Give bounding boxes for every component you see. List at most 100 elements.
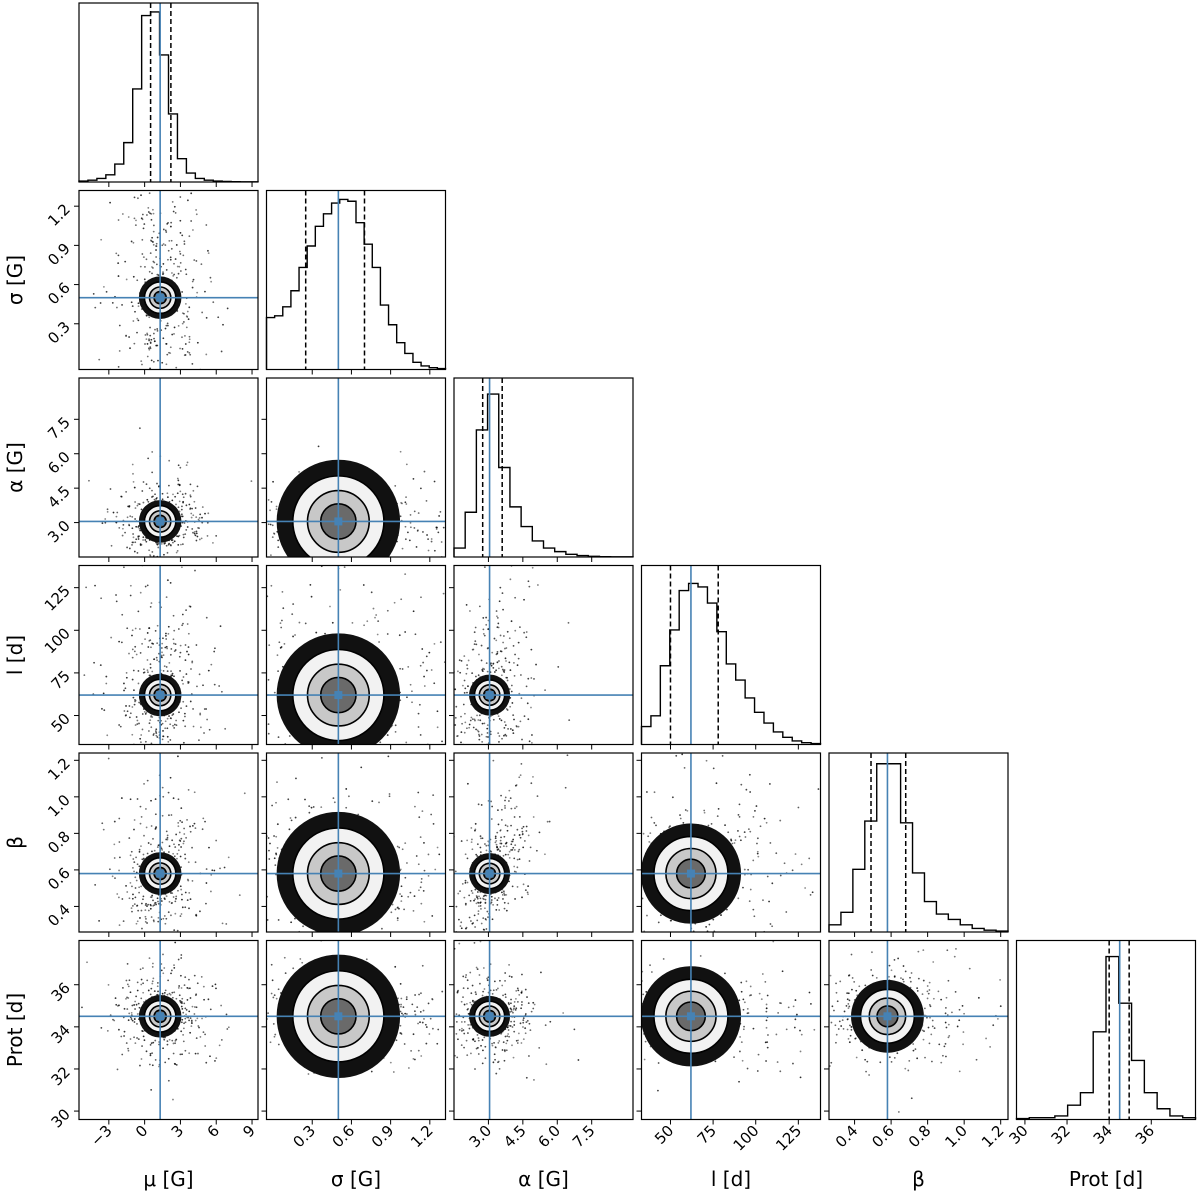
sample-point [400, 885, 403, 888]
sample-point [194, 1052, 197, 1055]
sample-point [129, 515, 132, 518]
sample-point [530, 706, 532, 709]
sample-point [485, 735, 488, 738]
sample-point [184, 1017, 187, 1020]
sample-point [146, 776, 148, 778]
sample-point [152, 837, 154, 840]
sample-point [151, 982, 154, 985]
sample-point [175, 503, 177, 506]
sample-point [116, 306, 118, 309]
sample-point [509, 797, 512, 799]
sample-point [101, 822, 104, 825]
sample-point [616, 862, 618, 864]
sample-point [151, 716, 154, 718]
sample-point [492, 932, 494, 934]
y-tick-label: 0.4 [44, 901, 74, 931]
sample-point [225, 563, 227, 565]
sample-point [136, 504, 139, 507]
sample-point [678, 945, 680, 947]
sample-point [207, 249, 209, 252]
sample-point [202, 566, 204, 568]
sample-point [132, 669, 135, 672]
sample-point [484, 948, 486, 950]
sample-point [195, 914, 197, 917]
sample-point [146, 659, 149, 661]
sample-point [210, 991, 212, 993]
sample-point [132, 858, 135, 860]
sample-point [376, 633, 379, 636]
sample-point [144, 638, 146, 641]
sample-point [477, 913, 480, 915]
sample-point [419, 487, 422, 490]
sample-point [500, 836, 502, 839]
sample-point [163, 665, 166, 668]
sample-point [404, 501, 407, 504]
truth-marker [686, 869, 695, 878]
sample-point [246, 923, 248, 925]
sample-point [497, 897, 500, 899]
sample-point [485, 779, 487, 781]
sample-point [201, 516, 203, 519]
sample-point [267, 723, 270, 726]
sample-point [149, 341, 152, 344]
sample-point [517, 725, 520, 728]
sample-point [134, 645, 137, 648]
sample-point [441, 763, 443, 765]
sample-point [152, 212, 155, 215]
sample-point [510, 690, 513, 693]
sample-point [161, 814, 164, 817]
sample-point [141, 238, 144, 241]
sample-point [153, 498, 156, 501]
truth-marker [334, 517, 343, 526]
sample-point [191, 747, 193, 749]
sample-point [466, 831, 468, 833]
sample-point [496, 650, 499, 653]
sample-point [131, 678, 134, 681]
sample-point [720, 914, 722, 916]
sample-point [195, 1006, 198, 1009]
sample-point [146, 922, 148, 924]
sample-point [267, 678, 270, 681]
sample-point [105, 850, 107, 852]
sample-point [748, 773, 751, 776]
sample-point [118, 572, 120, 574]
sample-point [476, 919, 479, 922]
sample-point [130, 850, 133, 853]
sample-point [505, 909, 508, 912]
sample-point [400, 895, 403, 898]
sample-point [146, 905, 148, 908]
sample-point [143, 782, 145, 785]
sample-point [470, 841, 473, 844]
sample-point [333, 801, 336, 804]
sample-point [508, 637, 511, 640]
sample-point [474, 909, 476, 911]
sample-point [144, 539, 147, 541]
sample-point [156, 330, 159, 332]
sample-point [519, 836, 522, 839]
sample-point [141, 927, 143, 930]
sample-point [131, 910, 133, 913]
sample-point [145, 826, 148, 829]
sample-point [416, 530, 419, 532]
sample-point [862, 900, 864, 902]
sample-point [469, 899, 472, 902]
sample-point [161, 786, 164, 789]
sample-point [151, 850, 153, 853]
sample-point [147, 211, 150, 213]
sample-point [176, 476, 178, 478]
sample-point [176, 492, 179, 495]
sample-point [289, 817, 292, 819]
sample-point [111, 301, 114, 304]
sample-point [189, 1031, 192, 1034]
sample-point [230, 708, 232, 710]
sample-point [439, 892, 441, 894]
sample-point [105, 682, 108, 685]
sample-point [237, 814, 239, 816]
sample-point [468, 941, 470, 943]
sample-point [231, 764, 233, 766]
sample-point [154, 629, 157, 632]
sample-point [168, 814, 170, 817]
sample-point [478, 653, 480, 656]
sample-point [506, 630, 509, 633]
sample-point [394, 798, 396, 800]
